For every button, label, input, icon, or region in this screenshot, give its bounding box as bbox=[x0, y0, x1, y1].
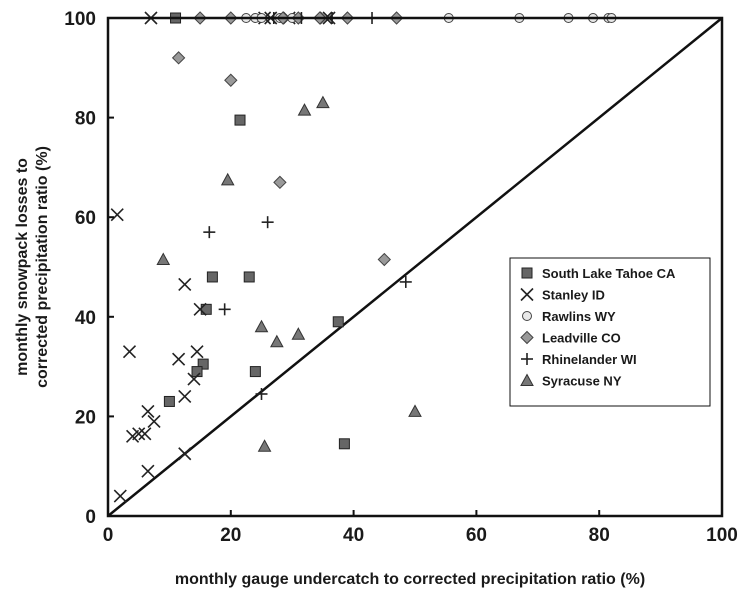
x-tick-label: 60 bbox=[466, 525, 487, 546]
data-point bbox=[125, 429, 140, 443]
data-point bbox=[172, 352, 186, 366]
data-point bbox=[178, 277, 192, 291]
x-axis-title: monthly gauge undercatch to corrected pr… bbox=[175, 571, 645, 588]
data-point bbox=[243, 271, 255, 283]
data-point bbox=[163, 395, 175, 407]
series-3 bbox=[171, 11, 404, 267]
legend-marker bbox=[520, 373, 534, 386]
data-point bbox=[206, 271, 218, 283]
data-point bbox=[377, 252, 392, 267]
legend-marker bbox=[522, 311, 532, 321]
data-point bbox=[141, 404, 155, 418]
data-point bbox=[234, 114, 246, 126]
data-point bbox=[147, 414, 161, 428]
data-point bbox=[224, 73, 238, 87]
series-1 bbox=[110, 11, 336, 503]
data-point bbox=[178, 447, 192, 461]
data-point bbox=[270, 334, 284, 348]
legend-label: Rhinelander WI bbox=[542, 352, 637, 367]
data-point bbox=[171, 51, 186, 65]
data-point bbox=[218, 303, 231, 316]
x-tick-label: 20 bbox=[220, 525, 241, 546]
axis-ticks: 0 20 40 60 80 100 0 20 40 60 80 100 bbox=[64, 9, 738, 546]
legend-marker bbox=[520, 330, 534, 345]
series-4 bbox=[203, 12, 412, 400]
one-to-one-line bbox=[107, 17, 723, 517]
data-point bbox=[257, 439, 272, 452]
y-axis-title-line-1: monthly snowpack losses to bbox=[14, 158, 31, 376]
data-point bbox=[187, 372, 201, 386]
data-point bbox=[190, 345, 204, 359]
data-point bbox=[291, 327, 306, 340]
legend-label: Syracuse NY bbox=[542, 374, 622, 389]
data-point bbox=[110, 208, 124, 222]
y-tick-label: 0 bbox=[85, 507, 96, 528]
data-point bbox=[141, 464, 155, 478]
x-tick-label: 0 bbox=[103, 525, 114, 546]
x-tick-label: 80 bbox=[589, 525, 610, 546]
legend-label: Stanley ID bbox=[542, 288, 605, 303]
data-point bbox=[332, 316, 344, 328]
data-point bbox=[197, 358, 209, 370]
data-point bbox=[316, 95, 330, 109]
x-tick-label: 100 bbox=[706, 525, 738, 546]
plot-area-frame bbox=[106, 16, 724, 518]
y-tick-label: 20 bbox=[75, 407, 96, 428]
data-point bbox=[220, 172, 235, 186]
legend-marker bbox=[520, 287, 534, 302]
legend-label: Rawlins WY bbox=[542, 309, 616, 324]
legend-marker bbox=[521, 267, 533, 279]
data-point bbox=[138, 427, 152, 441]
y-tick-label: 100 bbox=[64, 9, 96, 30]
data-point bbox=[297, 103, 312, 116]
data-point bbox=[193, 302, 207, 316]
legend-marker bbox=[521, 353, 533, 365]
data-point bbox=[255, 387, 268, 400]
y-axis-title-line-2: corrected precipitation ratio (%) bbox=[34, 146, 51, 388]
legend-box bbox=[509, 257, 711, 407]
legend: South Lake Tahoe CA Stanley ID Rawlins WY L… bbox=[509, 257, 711, 407]
data-point bbox=[113, 489, 127, 503]
data-point bbox=[254, 319, 269, 333]
legend-label: South Lake Tahoe CA bbox=[542, 266, 676, 281]
y-tick-label: 80 bbox=[75, 109, 96, 130]
legend-label: Leadville CO bbox=[542, 331, 621, 346]
data-point bbox=[156, 252, 171, 266]
data-point bbox=[200, 303, 212, 315]
data-point bbox=[338, 438, 350, 450]
data-point bbox=[122, 345, 137, 359]
data-point bbox=[399, 275, 412, 288]
data-point bbox=[178, 389, 192, 404]
y-tick-label: 40 bbox=[75, 308, 96, 329]
data-point bbox=[261, 216, 274, 229]
x-tick-label: 40 bbox=[343, 525, 364, 546]
data-point bbox=[249, 366, 261, 378]
data-point bbox=[203, 226, 216, 239]
series-5 bbox=[156, 95, 422, 452]
y-tick-label: 60 bbox=[75, 208, 96, 229]
data-point bbox=[408, 404, 422, 417]
data-point bbox=[273, 175, 287, 190]
series-0 bbox=[163, 12, 350, 450]
